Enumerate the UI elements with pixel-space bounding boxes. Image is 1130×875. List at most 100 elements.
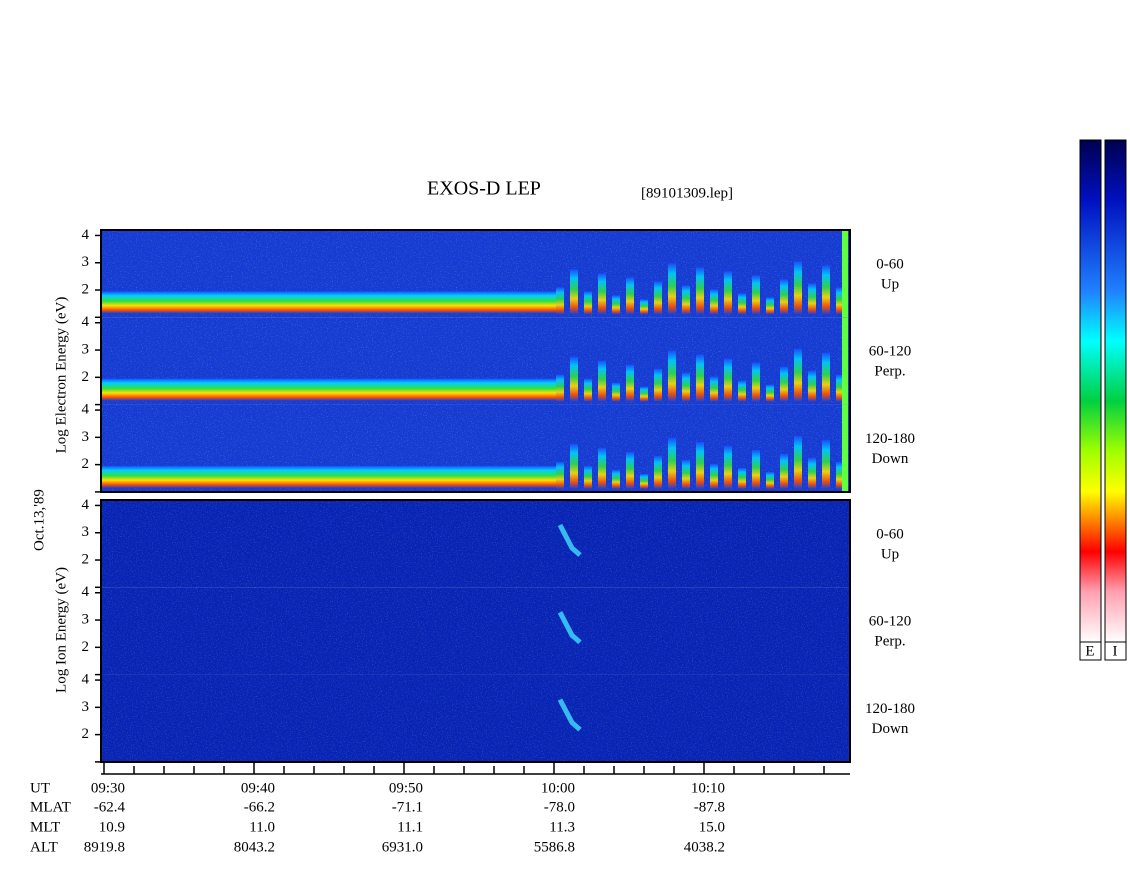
- y-tick-label: 3: [82, 254, 90, 270]
- spectrogram-burst: [556, 287, 564, 315]
- spectrogram-burst: [654, 281, 662, 315]
- ephemeris-label: MLAT: [30, 799, 71, 815]
- panel-frame: [100, 229, 851, 493]
- ephemeris-value: 10.9: [99, 819, 125, 835]
- spectrogram-burst: [808, 283, 816, 315]
- spectrogram-burst: [654, 368, 662, 402]
- spectrogram-burst: [766, 384, 774, 402]
- ephemeris-value: 8919.8: [84, 839, 125, 855]
- ephemeris-value: 5586.8: [534, 839, 575, 855]
- y-tick-label: 4: [82, 401, 90, 417]
- colorbar: [1104, 139, 1127, 643]
- spectrogram-burst: [766, 297, 774, 315]
- spectrogram-burst: [570, 356, 578, 402]
- spectrogram-burst: [710, 463, 718, 489]
- channel-direction: Perp.: [874, 364, 905, 380]
- spectrogram-burst: [780, 279, 788, 315]
- spectrogram-burst: [738, 467, 746, 489]
- channel-direction: Down: [872, 721, 909, 737]
- channel-direction: Up: [881, 276, 899, 292]
- spectrogram-burst: [612, 382, 620, 402]
- ephemeris-value: -87.8: [694, 799, 725, 815]
- ephemeris-value: -78.0: [544, 799, 575, 815]
- channel-range: 120-180: [865, 701, 915, 717]
- date: Oct.13,'89: [31, 489, 47, 551]
- spectrogram-noise: [101, 500, 850, 588]
- spectrogram-feature: [557, 611, 582, 645]
- y-tick-label: 2: [82, 281, 90, 297]
- channel-range: 60-120: [869, 344, 912, 360]
- spectrogram-burst: [710, 289, 718, 315]
- channel-range: 0-60: [876, 256, 904, 272]
- ephemeris-value: 11.3: [549, 819, 575, 835]
- spectrogram-burst: [682, 459, 690, 489]
- spectrogram-burst: [752, 449, 760, 489]
- file-name: [89101309.lep]: [641, 185, 733, 201]
- spectrogram-burst: [598, 447, 606, 489]
- ephemeris-value: -62.4: [94, 799, 126, 815]
- spectrogram-burst: [584, 378, 592, 402]
- spectrogram-burst: [668, 350, 676, 402]
- spectrogram-band: [101, 378, 556, 401]
- ephemeris-value: 8043.2: [234, 839, 275, 855]
- spectrogram-burst: [738, 293, 746, 315]
- spectrogram-burst: [612, 469, 620, 489]
- spectrogram-burst: [696, 441, 704, 489]
- spectrogram-burst: [724, 445, 732, 489]
- colorbar-label-box: [1104, 641, 1127, 661]
- spectrogram-burst: [598, 360, 606, 402]
- spectrogram-burst: [794, 435, 802, 489]
- spectrogram-feature: [557, 523, 582, 557]
- spectrogram-edge: [842, 317, 848, 405]
- spectrogram-burst: [836, 287, 844, 315]
- spectrogram-burst: [780, 453, 788, 489]
- spectrogram-burst: [696, 267, 704, 315]
- ephemeris-value: 15.0: [699, 819, 725, 835]
- spectrogram-burst: [682, 285, 690, 315]
- ephemeris-value: -66.2: [244, 799, 275, 815]
- y-tick-label: 3: [82, 699, 90, 715]
- spectrogram-burst: [794, 261, 802, 315]
- time-tick-label: 09:40: [241, 780, 275, 796]
- y-tick-label: 2: [82, 456, 90, 472]
- spectrogram-noise: [101, 674, 850, 762]
- panel-frame: [100, 499, 851, 763]
- ephemeris-value: 11.0: [249, 819, 275, 835]
- spectrogram-noise: [101, 587, 850, 675]
- spectrogram-burst: [584, 465, 592, 489]
- spectrogram-burst: [766, 471, 774, 489]
- spectrogram-burst: [654, 455, 662, 489]
- channel-direction: Perp.: [874, 634, 905, 650]
- spectrogram-edge: [842, 404, 848, 492]
- spectrogram-burst: [808, 457, 816, 489]
- ephemeris-label: UT: [30, 780, 50, 796]
- spectrogram-burst: [626, 364, 634, 402]
- spectrogram-burst: [794, 348, 802, 402]
- channel-direction: Down: [872, 451, 909, 467]
- ion-axis-label: Log Ion Energy (eV): [53, 567, 69, 693]
- spectrogram-burst: [822, 265, 830, 315]
- colorbar-label-box: [1079, 641, 1102, 661]
- spectrogram-burst: [556, 461, 564, 489]
- y-tick-label: 4: [82, 584, 90, 600]
- spectrogram-burst: [598, 273, 606, 315]
- spectrogram-burst: [836, 461, 844, 489]
- y-tick-label: 4: [82, 314, 90, 330]
- spectrogram-burst: [640, 473, 648, 489]
- ephemeris-value: 4038.2: [684, 839, 725, 855]
- channel-range: 120-180: [865, 431, 915, 447]
- ephemeris-value: 11.1: [397, 819, 423, 835]
- time-tick-label: 10:10: [691, 780, 725, 796]
- y-tick-label: 3: [82, 611, 90, 627]
- y-tick-label: 3: [82, 429, 90, 445]
- colorbar: [1079, 139, 1102, 643]
- spectrogram-burst: [626, 277, 634, 315]
- spectrogram-burst: [724, 358, 732, 402]
- ephemeris-label: ALT: [30, 839, 58, 855]
- spectrogram-burst: [682, 372, 690, 402]
- electron-axis-label: Log Electron Energy (eV): [53, 297, 69, 454]
- y-tick-label: 4: [82, 227, 90, 243]
- spectrogram-burst: [626, 451, 634, 489]
- spectrogram-edge: [842, 230, 848, 318]
